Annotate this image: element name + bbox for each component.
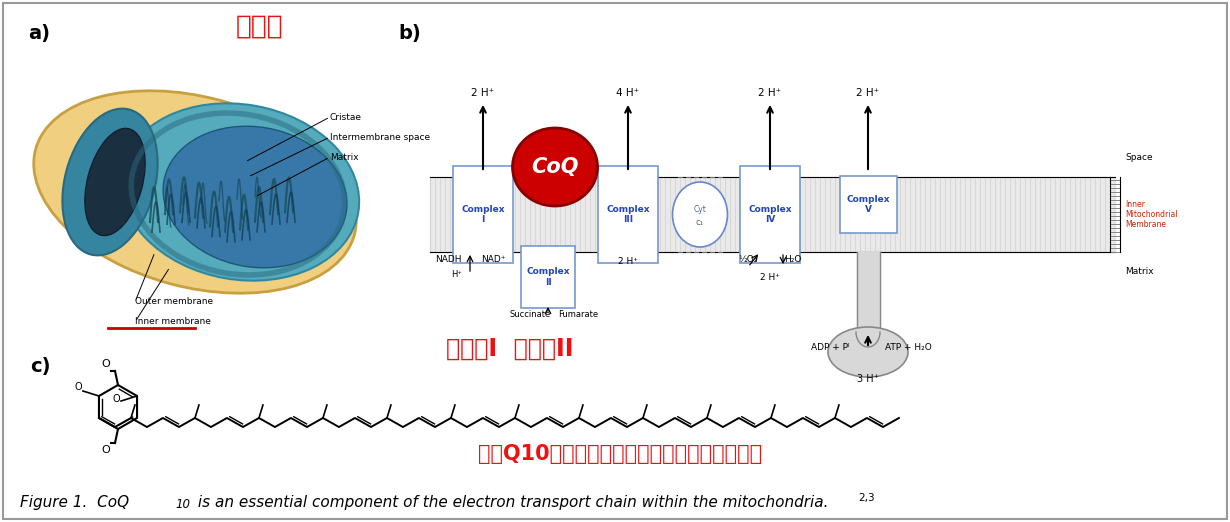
Text: 2,3: 2,3: [859, 493, 875, 503]
Text: Matrix: Matrix: [330, 152, 359, 161]
Text: Cyt: Cyt: [694, 205, 706, 214]
Text: Complex
III: Complex III: [606, 205, 649, 224]
Ellipse shape: [828, 327, 908, 377]
Text: is an essential component of the electron transport chain within the mitochondri: is an essential component of the electro…: [193, 494, 829, 509]
Text: Fumarate: Fumarate: [558, 310, 598, 319]
Text: b): b): [399, 24, 421, 43]
FancyBboxPatch shape: [840, 176, 897, 233]
Text: c): c): [30, 357, 50, 376]
Text: ATP + H₂O: ATP + H₂O: [884, 343, 931, 352]
Text: 4 H⁺: 4 H⁺: [616, 88, 640, 98]
Text: O: O: [112, 394, 121, 404]
Text: Outer membrane: Outer membrane: [135, 298, 213, 306]
Text: Inner
Mitochondrial
Membrane: Inner Mitochondrial Membrane: [1125, 199, 1177, 229]
Text: 线粒体: 线粒体: [236, 14, 284, 40]
Text: ½O₂: ½O₂: [738, 255, 758, 264]
Text: Complex
IV: Complex IV: [748, 205, 792, 224]
Text: Complex
II: Complex II: [526, 267, 569, 287]
Text: CoQ: CoQ: [531, 157, 579, 177]
Text: H₂O: H₂O: [785, 255, 802, 264]
Text: 辅鉦Q10是线粒体中电子传送链上重要组成部分: 辅鉦Q10是线粒体中电子传送链上重要组成部分: [478, 444, 763, 464]
Text: Cristae: Cristae: [330, 113, 362, 122]
Ellipse shape: [673, 182, 727, 247]
FancyBboxPatch shape: [2, 3, 1228, 519]
Text: a): a): [28, 24, 50, 43]
Text: 10: 10: [175, 499, 189, 512]
Text: NAD⁺: NAD⁺: [481, 255, 506, 264]
Text: 2 H⁺: 2 H⁺: [760, 273, 780, 282]
Text: O: O: [74, 382, 82, 392]
Text: 复合体I  复合体II: 复合体I 复合体II: [446, 337, 573, 361]
Ellipse shape: [513, 128, 598, 206]
Ellipse shape: [121, 103, 359, 281]
Text: ADP + Pᴵ: ADP + Pᴵ: [811, 343, 849, 352]
Text: O: O: [101, 445, 109, 455]
Text: 2 H⁺: 2 H⁺: [856, 88, 879, 98]
Text: Intermembrane space: Intermembrane space: [330, 133, 430, 141]
Text: O: O: [101, 359, 109, 369]
Text: Space: Space: [1125, 152, 1153, 161]
Text: NADH: NADH: [434, 255, 461, 264]
Text: c₁: c₁: [696, 218, 704, 227]
Text: Inner membrane: Inner membrane: [135, 317, 210, 326]
FancyBboxPatch shape: [740, 166, 800, 263]
Ellipse shape: [85, 128, 145, 235]
Text: Complex
V: Complex V: [846, 195, 889, 214]
Ellipse shape: [33, 91, 357, 293]
FancyBboxPatch shape: [522, 246, 574, 308]
Text: 2 H⁺: 2 H⁺: [759, 88, 781, 98]
Text: H⁺: H⁺: [451, 270, 462, 279]
Text: Matrix: Matrix: [1125, 267, 1154, 277]
Text: Succinate: Succinate: [509, 310, 551, 319]
Text: 3 H⁺: 3 H⁺: [857, 374, 879, 384]
Text: 2 H⁺: 2 H⁺: [617, 257, 638, 266]
FancyBboxPatch shape: [453, 166, 513, 263]
Ellipse shape: [63, 109, 157, 255]
FancyBboxPatch shape: [598, 166, 658, 263]
Text: Complex
I: Complex I: [461, 205, 504, 224]
Ellipse shape: [164, 126, 347, 268]
Text: 2 H⁺: 2 H⁺: [471, 88, 494, 98]
Text: Figure 1.  CoQ: Figure 1. CoQ: [20, 494, 129, 509]
